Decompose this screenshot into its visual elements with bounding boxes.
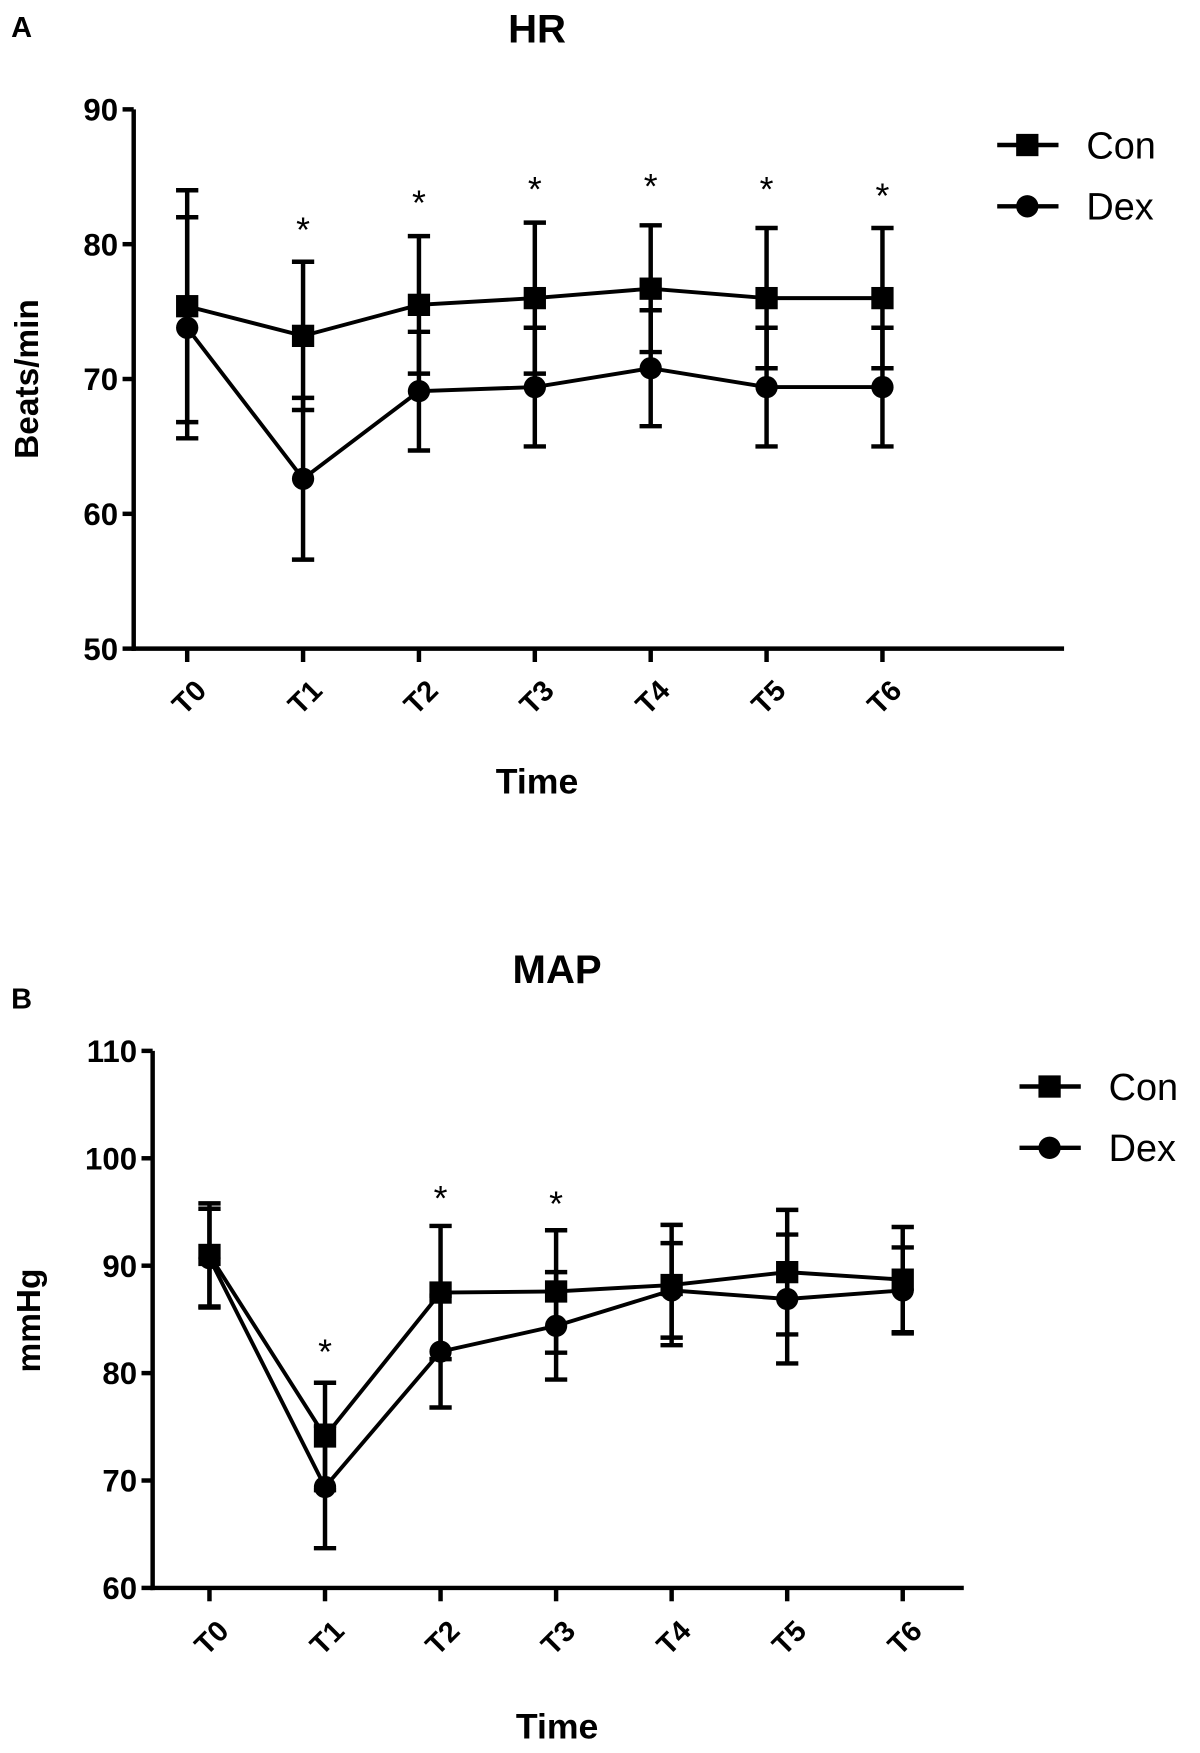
y-tick-label: 60: [102, 1571, 137, 1606]
data-point-dex: [871, 375, 894, 399]
significance-asterisk: *: [318, 1332, 332, 1372]
significance-asterisk: *: [876, 176, 890, 216]
panel-label-b: B: [11, 984, 32, 1016]
data-point-dex: [660, 1279, 683, 1302]
data-point-con: [291, 324, 315, 348]
y-tick-label: 80: [102, 1356, 137, 1391]
data-point-dex: [891, 1279, 914, 1302]
x-tick-label-t3: T3: [514, 675, 561, 722]
significance-asterisk: *: [434, 1178, 448, 1218]
x-tick-label-t4: T4: [630, 675, 677, 722]
legend-marker-dex: [1016, 195, 1039, 218]
x-tick-label-t5: T5: [746, 675, 793, 722]
significance-asterisk: *: [644, 167, 658, 207]
x-tick-label-t4: T4: [651, 1615, 698, 1662]
legend-label-dex: Dex: [1086, 187, 1153, 229]
panel-b-map-chart: B MAP mmHg Time 60 70 80 90 100 110 T0 T1 T2 T3 T4…: [11, 948, 1178, 1746]
data-point-con: [407, 293, 431, 316]
data-point-dex: [776, 1287, 799, 1311]
chart-title-map: MAP: [513, 948, 602, 992]
significance-asterisk: *: [296, 210, 310, 250]
y-tick-label: 100: [85, 1141, 137, 1176]
legend-label-con: Con: [1086, 125, 1155, 167]
legend-label-con: Con: [1109, 1067, 1178, 1109]
data-point-con: [523, 286, 546, 310]
y-axis-label-hr: Beats/min: [9, 299, 46, 459]
x-tick-label-t6: T6: [862, 675, 909, 722]
data-point-dex: [407, 379, 431, 403]
x-tick-label-t2: T2: [398, 675, 445, 722]
x-axis-label-map: Time: [516, 1706, 599, 1746]
y-tick-label: 70: [102, 1464, 137, 1499]
data-point-dex: [429, 1340, 452, 1363]
x-tick-label-t3: T3: [535, 1615, 582, 1662]
data-point-dex: [523, 375, 546, 399]
data-point-dex: [198, 1247, 221, 1270]
data-point-dex: [755, 375, 778, 399]
x-tick-label-t6: T6: [882, 1615, 929, 1662]
legend-marker-con: [1038, 1075, 1061, 1098]
significance-asterisk: *: [549, 1184, 563, 1224]
legend-label-dex: Dex: [1109, 1128, 1176, 1170]
y-tick-label: 70: [83, 362, 118, 397]
significance-asterisk: *: [760, 169, 774, 209]
data-point-dex: [291, 467, 315, 490]
panel-label-a: A: [11, 12, 32, 44]
x-tick-label-t1: T1: [282, 675, 329, 722]
panel-a-hr-chart: A HR Beats/min Time 50 60 70 80 90 T0 T1 T2 T3 T4…: [9, 8, 1156, 802]
y-tick-label: 110: [87, 1034, 137, 1069]
x-axis-label-hr: Time: [496, 761, 579, 801]
data-point-dex: [313, 1475, 337, 1499]
x-tick-label-t2: T2: [420, 1615, 467, 1662]
y-tick-label: 90: [83, 93, 118, 128]
legend-marker-dex: [1038, 1136, 1061, 1159]
significance-asterisk: *: [528, 169, 542, 209]
x-tick-label-t1: T1: [304, 1615, 351, 1662]
data-point-con: [871, 286, 894, 310]
legend-marker-con: [1016, 133, 1039, 157]
chart-title-hr: HR: [508, 8, 566, 52]
data-point-con: [639, 277, 662, 300]
x-tick-label-t0: T0: [166, 675, 213, 722]
data-point-dex: [544, 1314, 568, 1337]
y-tick-label: 60: [83, 497, 118, 532]
significance-asterisk: *: [412, 183, 426, 223]
x-tick-label-t0: T0: [189, 1615, 236, 1662]
y-tick-label: 90: [102, 1249, 137, 1284]
data-point-dex: [176, 316, 199, 339]
data-point-con: [755, 286, 778, 310]
x-tick-label-t5: T5: [766, 1615, 813, 1662]
y-axis-label-map: mmHg: [11, 1269, 48, 1373]
data-point-dex: [639, 357, 662, 380]
data-point-con: [429, 1281, 452, 1304]
y-tick-label: 50: [83, 632, 118, 667]
y-tick-label: 80: [83, 227, 118, 262]
